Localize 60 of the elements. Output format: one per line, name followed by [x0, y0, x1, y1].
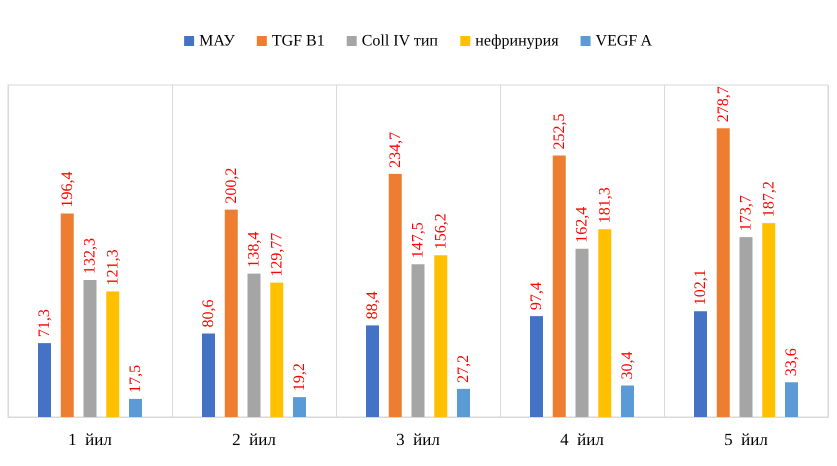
- data-label: 27,2: [455, 354, 472, 383]
- bar: [106, 291, 120, 417]
- data-label: 200,2: [222, 168, 240, 204]
- data-label: 17,5: [127, 364, 144, 393]
- data-label: 138,4: [246, 232, 262, 268]
- data-label: 173,7: [738, 195, 754, 232]
- bar: [366, 325, 379, 417]
- bar: [434, 255, 448, 417]
- data-label: 278,7: [714, 86, 732, 122]
- data-label: 121,3: [104, 249, 122, 286]
- bar: [202, 334, 215, 417]
- bar: [248, 274, 260, 417]
- bar: [457, 388, 470, 417]
- data-label: 129,77: [268, 232, 286, 277]
- bar: [84, 280, 96, 417]
- data-label: 162,4: [574, 206, 590, 243]
- data-label: 252,5: [550, 113, 568, 150]
- data-label: 147,5: [410, 222, 426, 258]
- data-label: 181,3: [596, 187, 614, 224]
- bar: [716, 128, 730, 417]
- bar: [785, 382, 798, 417]
- bar: [621, 386, 634, 417]
- bar: [293, 397, 306, 417]
- data-label: 30,4: [619, 352, 636, 380]
- data-label: 187,2: [760, 181, 778, 218]
- x-tick-label: 3 йил: [396, 430, 440, 449]
- legend-label: Coll IV тип: [362, 32, 438, 50]
- data-label: 196,4: [58, 172, 76, 208]
- data-label: 71,3: [36, 309, 53, 338]
- bar: [270, 282, 284, 417]
- x-tick-label: 5 йил: [724, 430, 768, 449]
- data-label: 97,4: [528, 282, 545, 310]
- x-tick-label: 1 йил: [68, 430, 112, 449]
- bar: [762, 223, 776, 417]
- legend-label: TGF B1: [272, 32, 325, 50]
- data-label: 102,1: [692, 269, 709, 306]
- x-tick-label: 4 йил: [560, 430, 604, 449]
- bar: [412, 264, 424, 417]
- bar: [576, 248, 588, 417]
- legend-label: нефринурия: [475, 32, 560, 50]
- bar: [388, 174, 402, 417]
- bar: [38, 343, 51, 417]
- bar: [740, 237, 752, 417]
- bar: [129, 398, 142, 417]
- data-label: 19,2: [291, 363, 308, 392]
- legend-label: МАУ: [199, 32, 236, 50]
- data-label: 132,3: [82, 238, 98, 274]
- legend-label: VEGF A: [596, 32, 652, 50]
- data-label: 33,6: [783, 348, 800, 376]
- bar: [552, 155, 566, 417]
- data-label: 88,4: [364, 291, 381, 320]
- data-label: 156,2: [432, 213, 450, 250]
- data-label: 80,6: [200, 300, 217, 328]
- data-label: 234,7: [386, 132, 404, 168]
- bar: [694, 311, 707, 417]
- x-tick-label: 2 йил: [232, 430, 276, 449]
- bar: [60, 214, 74, 417]
- bar: [598, 229, 612, 417]
- bar: [530, 316, 543, 417]
- bar: [224, 210, 238, 417]
